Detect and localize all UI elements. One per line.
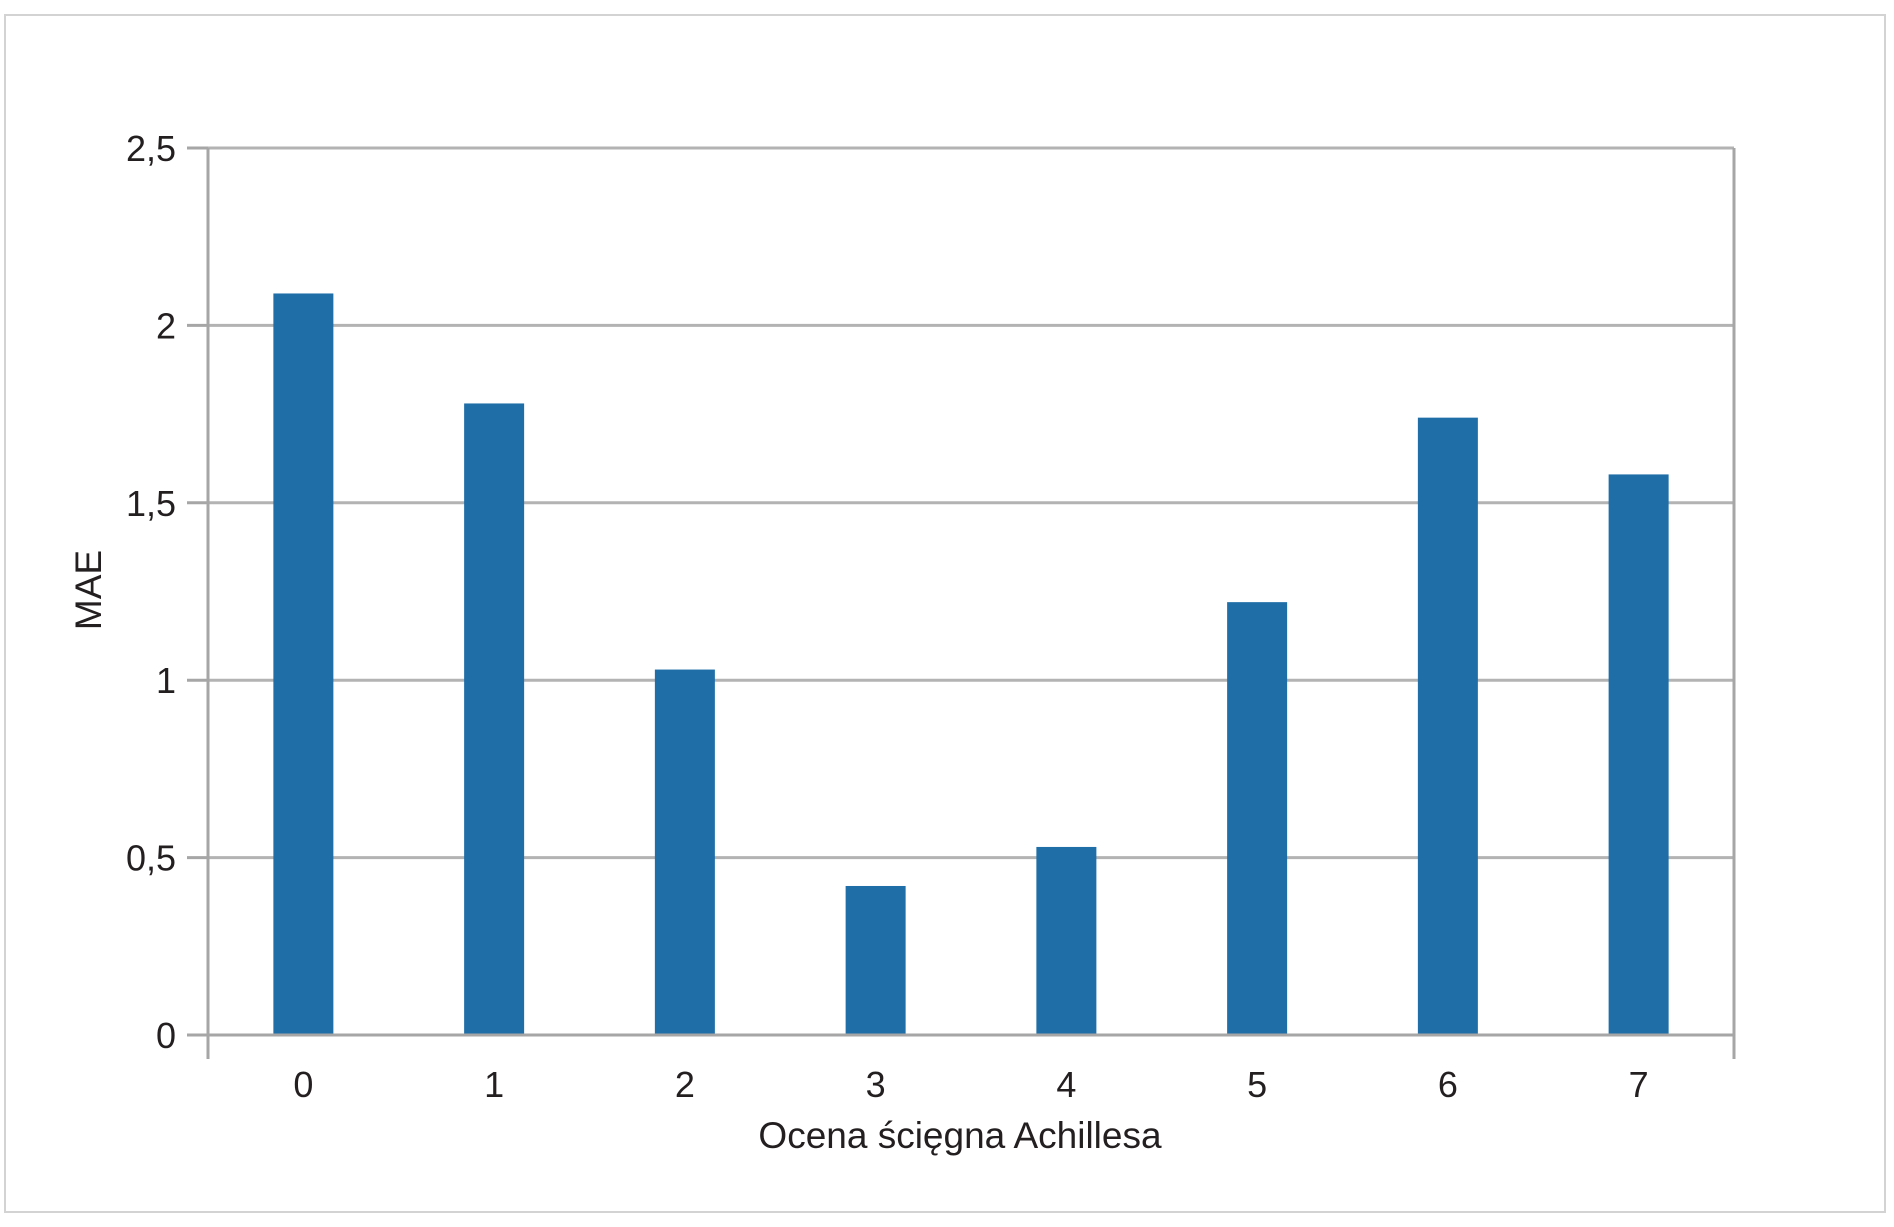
y-tick-label: 0 [156,1015,176,1056]
bar-3 [845,885,906,1035]
y-tick-label: 0,5 [126,838,176,879]
x-tick-label: 1 [484,1064,504,1105]
bar-2 [654,669,715,1035]
bar-0 [273,293,334,1035]
y-axis-title: MAE [68,550,109,630]
y-tick-label: 2 [156,305,176,346]
y-tick-label: 1,5 [126,483,176,524]
x-tick-label: 0 [293,1064,313,1105]
gridlines [208,146,1734,1037]
bar-4 [1036,846,1097,1035]
bars [273,293,1669,1035]
x-tick-label: 7 [1629,1064,1649,1105]
axes [187,146,1736,1059]
x-axis-title: Ocena ścięgna Achillesa [758,1115,1162,1156]
x-tick-label: 6 [1438,1064,1458,1105]
bar-5 [1227,602,1288,1035]
bar-7 [1608,474,1669,1035]
x-tick-label: 4 [1056,1064,1076,1105]
bar-1 [464,403,525,1035]
x-tick-label: 2 [675,1064,695,1105]
bar-6 [1417,417,1478,1035]
y-tick-label: 2,5 [126,128,176,169]
x-tick-label: 5 [1247,1064,1267,1105]
y-tick-label: 1 [156,660,176,701]
x-tick-label: 3 [866,1064,886,1105]
tick-labels: 0 0,5 1 1,5 2 2,5 0 1 2 3 4 5 6 7 [126,128,1649,1105]
